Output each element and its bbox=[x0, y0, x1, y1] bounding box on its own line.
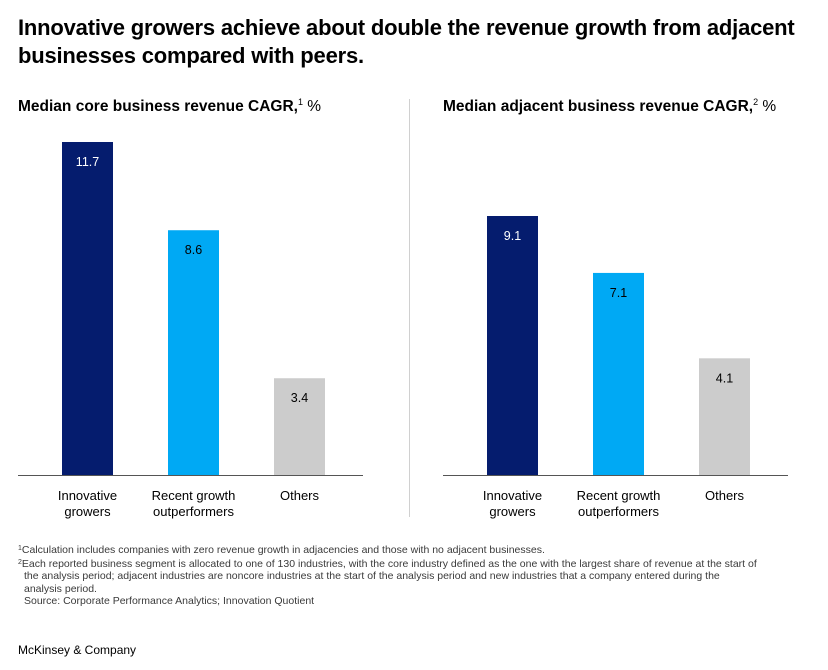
core-category-label-1-line-2: growers bbox=[64, 504, 111, 519]
footnote-2: 2Each reported business segment is alloc… bbox=[18, 557, 818, 571]
core-value-label-2: 8.6 bbox=[185, 243, 202, 257]
footnotes: 1Calculation includes companies with zer… bbox=[18, 543, 818, 608]
footnote-2-line-1: Each reported business segment is alloca… bbox=[21, 557, 757, 570]
core-bar-2 bbox=[168, 230, 219, 475]
chart-title-core-unit: % bbox=[307, 98, 322, 115]
chart-title-adjacent: Median adjacent business revenue CAGR,2 … bbox=[443, 97, 776, 116]
core-bar-1 bbox=[62, 142, 113, 475]
adjacent-bar-3 bbox=[699, 358, 750, 475]
footnote-2-cont-2: analysis period. bbox=[24, 582, 97, 595]
chart-title-adjacent-unit: % bbox=[762, 98, 777, 115]
adjacent-category-label-3-line-1: Others bbox=[705, 488, 745, 503]
chart-title-adjacent-sup: 2 bbox=[753, 97, 759, 107]
chart-title-core-text: Median core business revenue CAGR, bbox=[18, 98, 298, 115]
adjacent-bar-1 bbox=[487, 216, 538, 475]
core-value-label-1: 11.7 bbox=[76, 155, 99, 169]
chart-title-core: Median core business revenue CAGR,1 % bbox=[18, 97, 321, 116]
core-category-label-2-line-2: outperformers bbox=[153, 504, 234, 519]
headline: Innovative growers achieve about double … bbox=[18, 15, 795, 68]
adjacent-value-label-3: 4.1 bbox=[716, 371, 733, 385]
adjacent-category-label-1-line-2: growers bbox=[489, 504, 536, 519]
footnote-1-mark: 1 bbox=[18, 545, 22, 552]
chart-title-core-sup: 1 bbox=[297, 97, 303, 107]
footnote-2-cont-1: the analysis period; adjacent industries… bbox=[24, 570, 720, 582]
adjacent-category-label-1-line-1: Innovative bbox=[483, 488, 542, 503]
footnote-2-mark: 2 bbox=[18, 558, 22, 566]
footnote-1: 1Calculation includes companies with zer… bbox=[18, 543, 818, 557]
adjacent-category-label-2-line-2: outperformers bbox=[578, 504, 659, 519]
core-bar-3 bbox=[274, 378, 325, 475]
core-category-label-2-line-1: Recent growth bbox=[152, 488, 236, 503]
core-category-label-3-line-1: Others bbox=[280, 488, 320, 503]
adjacent-bar-2 bbox=[593, 272, 644, 475]
core-value-label-3: 3.4 bbox=[291, 391, 308, 405]
core-category-label-1-line-1: Innovative bbox=[58, 488, 117, 503]
brand-logo-text: McKinsey & Company bbox=[18, 643, 137, 657]
adjacent-value-label-1: 9.1 bbox=[504, 229, 521, 243]
chart-title-adjacent-text: Median adjacent business revenue CAGR, bbox=[443, 98, 754, 115]
adjacent-value-label-2: 7.1 bbox=[610, 286, 627, 300]
panel-divider bbox=[409, 99, 410, 517]
footnote-1-text: Calculation includes companies with zero… bbox=[21, 544, 545, 556]
source-note: Source: Corporate Performance Analytics;… bbox=[24, 595, 315, 607]
adjacent-category-label-2-line-1: Recent growth bbox=[577, 488, 661, 503]
